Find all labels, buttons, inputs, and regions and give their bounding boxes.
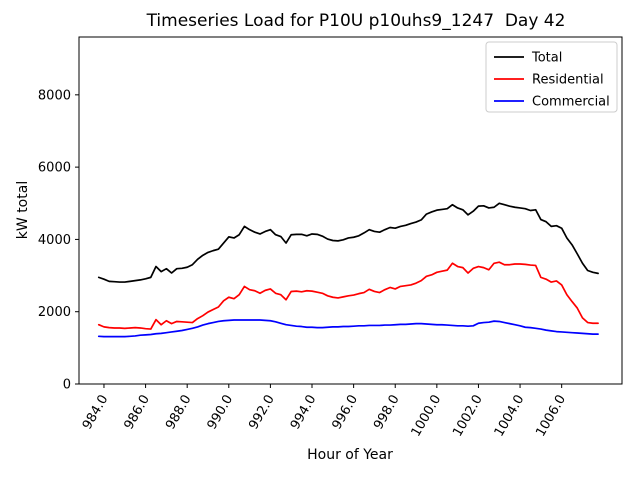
series-line-total bbox=[97, 202, 599, 283]
x-axis-label: Hour of Year bbox=[307, 447, 393, 463]
legend-item-commercial: Commercial bbox=[532, 95, 610, 110]
chart-title: Timeseries Load for P10U p10uhs9_1247 Da… bbox=[146, 11, 566, 31]
y-tick-label: 4000 bbox=[38, 233, 71, 248]
y-tick-label: 2000 bbox=[38, 305, 71, 320]
y-axis-ticks: 0 2000 4000 6000 8000 bbox=[38, 88, 79, 393]
y-axis-label: kW total bbox=[15, 181, 31, 239]
legend-item-total: Total bbox=[531, 51, 562, 66]
y-tick-label: 6000 bbox=[38, 161, 71, 176]
series-line-commercial bbox=[97, 319, 599, 338]
legend-item-residential: Residential bbox=[532, 73, 604, 88]
y-tick-label: 0 bbox=[63, 378, 71, 393]
y-tick-label: 8000 bbox=[38, 88, 71, 103]
legend-box bbox=[485, 41, 618, 113]
series-line-residential bbox=[97, 261, 599, 330]
legend: Total Residential Commercial bbox=[485, 41, 618, 113]
data-series bbox=[97, 202, 599, 338]
